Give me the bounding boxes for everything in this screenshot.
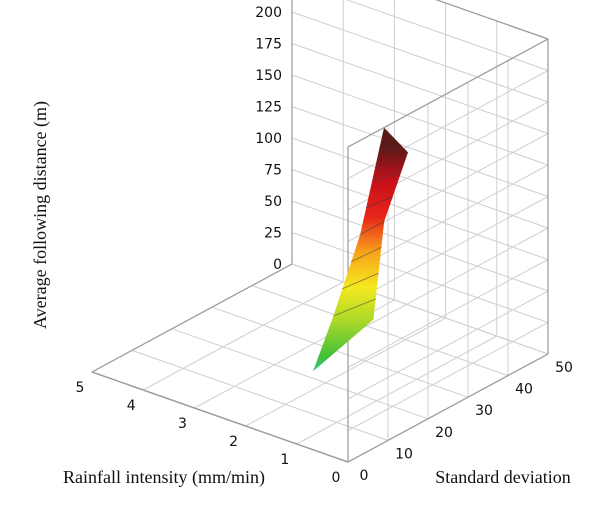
- floor-grid-line: [211, 306, 469, 398]
- y-tick-label: 0: [360, 468, 369, 484]
- wall-grid-line: [291, 200, 549, 292]
- floor-grid-line: [131, 349, 389, 441]
- floor-grid-line: [142, 281, 344, 391]
- wall-grid-line: [347, 259, 549, 368]
- wall-grid-line: [345, 0, 549, 71]
- wall-grid-line: [291, 106, 549, 197]
- frame-edge: [347, 38, 549, 148]
- x-tick-label: 3: [178, 416, 187, 432]
- y-tick-label: 30: [475, 403, 493, 419]
- contour-line: [342, 272, 379, 290]
- x-tick-label: 4: [127, 398, 136, 414]
- surface-patch: [313, 127, 408, 372]
- data-surface: [313, 127, 408, 372]
- floor-grid-line: [245, 317, 446, 427]
- contour-line: [365, 196, 393, 209]
- y-axis-title: Standard deviation: [435, 467, 570, 487]
- contour-line: [359, 221, 385, 235]
- y-tick-label: 20: [435, 425, 453, 441]
- x-tick-label: 5: [76, 380, 85, 396]
- wall-grid-line: [347, 196, 549, 305]
- frame-edge: [435, 0, 549, 40]
- z-tick-label: 175: [255, 37, 282, 53]
- z-tick-label: 125: [255, 100, 282, 116]
- x-axis-title: Rainfall intensity (mm/min): [63, 467, 265, 488]
- contour-line: [371, 171, 402, 182]
- wall-grid-line: [347, 322, 549, 431]
- tick-labels: 0255075100125150175200225250012345010203…: [76, 5, 573, 486]
- wall-grid-line: [435, 0, 549, 40]
- wall-grid-line: [291, 169, 549, 260]
- wall-grid-line: [291, 263, 549, 355]
- z-tick-label: 100: [255, 131, 282, 147]
- wall-grid-line: [291, 11, 549, 103]
- wall-grid-line: [291, 43, 549, 134]
- y-tick-label: 50: [555, 360, 573, 376]
- contour-line: [351, 246, 382, 263]
- wall-grid-line: [347, 290, 549, 400]
- floor-grid-line: [296, 335, 498, 445]
- wall-grid-line: [291, 74, 549, 166]
- x-tick-label: 0: [332, 470, 341, 486]
- floor-grid-line: [251, 285, 509, 377]
- y-tick-label: 10: [395, 446, 413, 462]
- x-tick-label: 1: [280, 452, 289, 468]
- z-tick-label: 75: [264, 163, 282, 179]
- z-tick-label: 0: [273, 257, 282, 273]
- contour-line: [333, 298, 376, 317]
- floor-grid-line: [171, 328, 429, 420]
- frame-edge: [91, 371, 349, 463]
- z-tick-label: 50: [264, 194, 282, 210]
- z-tick-label: 200: [255, 5, 282, 21]
- x-tick-label: 2: [229, 434, 238, 450]
- frame-edge: [347, 353, 549, 463]
- wall-grid-line: [347, 164, 549, 274]
- z-tick-label: 25: [264, 226, 282, 242]
- z-tick-label: 150: [255, 68, 282, 84]
- wall-grid-line: [291, 232, 549, 323]
- frame-edge: [91, 263, 293, 373]
- y-tick-label: 40: [515, 382, 533, 398]
- axis-walls: [91, 0, 549, 463]
- wall-grid-line: [291, 137, 549, 229]
- z-axis-title: Average following distance (m): [30, 101, 51, 329]
- wall-grid-line: [347, 227, 549, 337]
